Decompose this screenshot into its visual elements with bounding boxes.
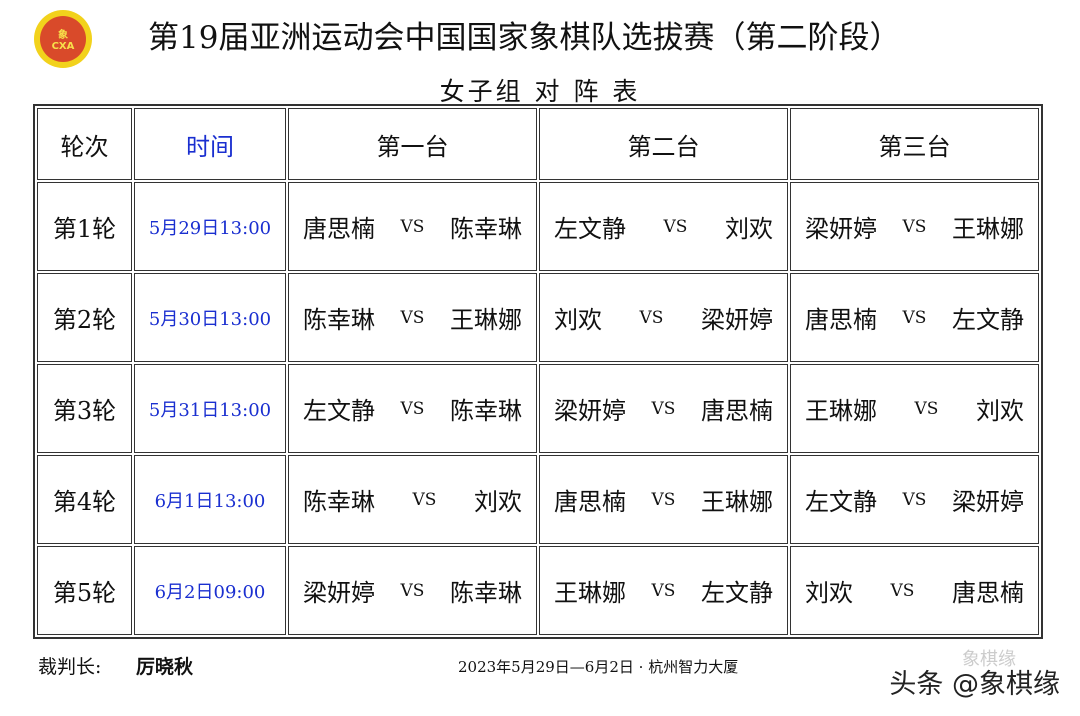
- player-black: 唐思楠: [701, 397, 773, 425]
- round-row: 第5轮 6月2日09:00 梁妍婷 VS 陈幸琳 王琳娜 VS 左文静 刘欢 VS 唐思楠: [37, 546, 1039, 635]
- player-black: 刘欢: [474, 488, 522, 516]
- board-match: 唐思楠 VS 陈幸琳: [288, 182, 537, 271]
- player-red: 王琳娜: [554, 579, 626, 607]
- player-black: 王琳娜: [701, 488, 773, 516]
- board-match: 刘欢 VS 唐思楠: [790, 546, 1039, 635]
- player-red: 梁妍婷: [805, 215, 877, 243]
- player-black: 左文静: [701, 579, 773, 607]
- header-board-3: 第三台: [790, 108, 1039, 180]
- page-title: 第19届亚洲运动会中国国家象棋队选拔赛（第二阶段）: [148, 20, 901, 56]
- vs-label: VS: [639, 307, 664, 328]
- player-red: 左文静: [805, 488, 877, 516]
- board-match: 王琳娜 VS 刘欢: [790, 364, 1039, 453]
- header-round: 轮次: [37, 108, 132, 180]
- round-time: 6月2日09:00: [134, 546, 286, 635]
- vs-label: VS: [400, 307, 425, 328]
- player-black: 陈幸琳: [450, 579, 522, 607]
- player-black: 刘欢: [976, 397, 1024, 425]
- vs-label: VS: [902, 489, 927, 510]
- player-red: 唐思楠: [805, 306, 877, 334]
- vs-label: VS: [651, 398, 676, 419]
- player-red: 左文静: [303, 397, 375, 425]
- round-time: 5月29日13:00: [134, 182, 286, 271]
- player-black: 刘欢: [725, 215, 773, 243]
- round-label: 第1轮: [37, 182, 132, 271]
- vs-label: VS: [651, 489, 676, 510]
- player-black: 左文静: [952, 306, 1024, 334]
- board-match: 梁妍婷 VS 陈幸琳: [288, 546, 537, 635]
- vs-label: VS: [400, 580, 425, 601]
- header-time: 时间: [134, 108, 286, 180]
- player-red: 陈幸琳: [303, 306, 375, 334]
- watermark-faint: 象棋缘: [962, 649, 1016, 670]
- schedule-table: 轮次 时间 第一台 第二台 第三台 第1轮 5月29日13:00 唐思楠 VS 陈幸琳左…: [33, 104, 1043, 639]
- player-red: 梁妍婷: [554, 397, 626, 425]
- player-black: 梁妍婷: [952, 488, 1024, 516]
- board-match: 左文静 VS 梁妍婷: [790, 455, 1039, 544]
- logo-glyph: 象: [58, 30, 68, 41]
- vs-label: VS: [890, 580, 915, 601]
- player-red: 刘欢: [554, 306, 602, 334]
- round-row: 第1轮 5月29日13:00 唐思楠 VS 陈幸琳 左文静 VS 刘欢 梁妍婷 VS 王琳娜: [37, 182, 1039, 271]
- round-label: 第3轮: [37, 364, 132, 453]
- board-match: 刘欢 VS 梁妍婷: [539, 273, 788, 362]
- round-label: 第5轮: [37, 546, 132, 635]
- round-label: 第4轮: [37, 455, 132, 544]
- vs-label: VS: [412, 489, 437, 510]
- player-black: 王琳娜: [450, 306, 522, 334]
- player-red: 梁妍婷: [303, 579, 375, 607]
- vs-label: VS: [902, 216, 927, 237]
- board-match: 陈幸琳 VS 刘欢: [288, 455, 537, 544]
- referee-label: 裁判长:: [38, 656, 102, 678]
- round-row: 第3轮 5月31日13:00 左文静 VS 陈幸琳 梁妍婷 VS 唐思楠 王琳娜 VS 刘欢: [37, 364, 1039, 453]
- round-label: 第2轮: [37, 273, 132, 362]
- vs-label: VS: [902, 307, 927, 328]
- player-red: 陈幸琳: [303, 488, 375, 516]
- player-red: 唐思楠: [303, 215, 375, 243]
- round-time: 5月31日13:00: [134, 364, 286, 453]
- logo-text: CXA: [51, 41, 75, 52]
- player-black: 唐思楠: [952, 579, 1024, 607]
- vs-label: VS: [914, 398, 939, 419]
- board-match: 唐思楠 VS 左文静: [790, 273, 1039, 362]
- player-red: 刘欢: [805, 579, 853, 607]
- player-red: 左文静: [554, 215, 626, 243]
- round-time: 5月30日13:00: [134, 273, 286, 362]
- cxa-logo: 象 CXA: [34, 10, 92, 68]
- vs-label: VS: [400, 398, 425, 419]
- board-match: 梁妍婷 VS 王琳娜: [790, 182, 1039, 271]
- player-red: 王琳娜: [805, 397, 877, 425]
- board-match: 唐思楠 VS 王琳娜: [539, 455, 788, 544]
- watermark: 头条 @象棋缘: [889, 669, 1060, 700]
- vs-label: VS: [663, 216, 688, 237]
- player-black: 陈幸琳: [450, 397, 522, 425]
- player-red: 唐思楠: [554, 488, 626, 516]
- event-info: 2023年5月29日—6月2日 · 杭州智力大厦: [458, 658, 739, 676]
- board-match: 陈幸琳 VS 王琳娜: [288, 273, 537, 362]
- vs-label: VS: [400, 216, 425, 237]
- player-black: 王琳娜: [952, 215, 1024, 243]
- player-black: 梁妍婷: [701, 306, 773, 334]
- referee-name: 厉晓秋: [136, 656, 194, 678]
- header-board-2: 第二台: [539, 108, 788, 180]
- round-row: 第2轮 5月30日13:00 陈幸琳 VS 王琳娜 刘欢 VS 梁妍婷 唐思楠 VS 左文静: [37, 273, 1039, 362]
- header-board-1: 第一台: [288, 108, 537, 180]
- vs-label: VS: [651, 580, 676, 601]
- board-match: 左文静 VS 陈幸琳: [288, 364, 537, 453]
- round-time: 6月1日13:00: [134, 455, 286, 544]
- header-row: 轮次 时间 第一台 第二台 第三台: [37, 108, 1039, 180]
- player-black: 陈幸琳: [450, 215, 522, 243]
- board-match: 王琳娜 VS 左文静: [539, 546, 788, 635]
- board-match: 左文静 VS 刘欢: [539, 182, 788, 271]
- board-match: 梁妍婷 VS 唐思楠: [539, 364, 788, 453]
- round-row: 第4轮 6月1日13:00 陈幸琳 VS 刘欢 唐思楠 VS 王琳娜 左文静 VS 梁妍婷: [37, 455, 1039, 544]
- page-subtitle: 女子组 对 阵 表: [439, 77, 641, 106]
